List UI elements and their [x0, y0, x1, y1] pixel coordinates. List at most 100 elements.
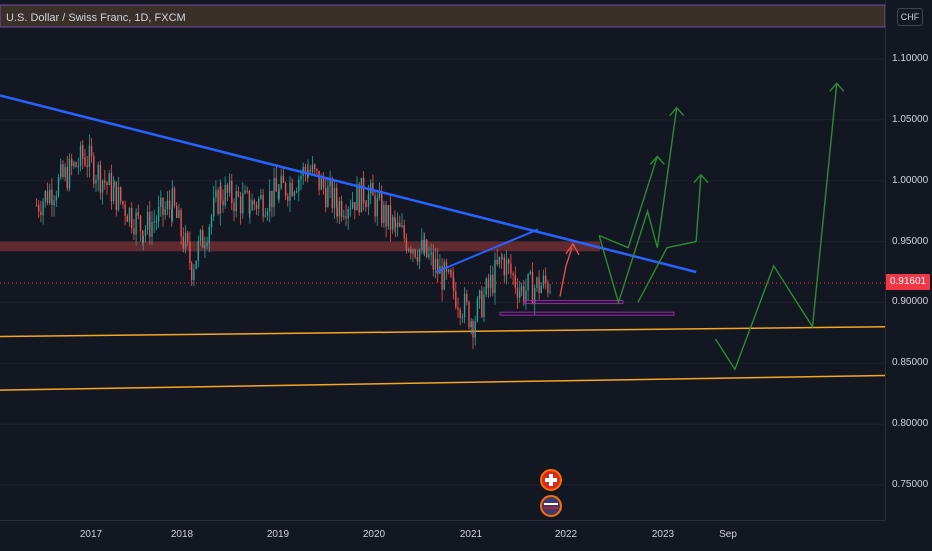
candle-body [394, 217, 396, 222]
candle-body [452, 277, 455, 292]
red-arrow [559, 247, 573, 297]
candle-body [71, 158, 73, 167]
last-price-label: 0.91601 [886, 274, 930, 290]
candle-body [40, 211, 42, 216]
candle-body [97, 164, 99, 180]
time-axis[interactable]: 2017 2018 2019 2020 2021 2022 2023 Sep [0, 520, 885, 551]
candle-body [255, 204, 258, 209]
candle-body [155, 221, 158, 223]
candle-body [331, 180, 333, 209]
price-axis[interactable]: 1.10000 1.05000 1.00000 0.95000 0.90000 0.850… [885, 0, 932, 520]
candle-body [421, 239, 423, 250]
currency-button[interactable]: CHF [897, 8, 923, 26]
projection-path [637, 174, 702, 303]
candle-body [55, 195, 57, 201]
candle-body [426, 239, 428, 258]
candle-body [284, 183, 287, 197]
time-tick-label: 2018 [170, 529, 194, 540]
candle-body [275, 178, 277, 192]
candle-body [389, 205, 392, 230]
candle-body [487, 278, 490, 289]
candle-body [327, 186, 329, 208]
candle-body [38, 205, 40, 212]
projection-arrowhead [829, 82, 845, 92]
candle-body [468, 301, 470, 328]
candle-body [510, 263, 512, 274]
candle-body [304, 166, 307, 172]
candle-body [120, 187, 122, 202]
red-arrow-head [565, 242, 580, 256]
candle-body [478, 290, 481, 299]
candle-body [356, 184, 358, 211]
candle-body [271, 190, 273, 208]
candle-body [228, 180, 231, 193]
candle-body [35, 205, 38, 207]
range-box-1 [524, 300, 624, 305]
candle-body [463, 293, 466, 318]
candle-body [534, 287, 536, 305]
candle-body [51, 189, 53, 205]
candle-body [215, 189, 217, 198]
candle-body [531, 271, 534, 305]
candle-body [457, 307, 459, 310]
candle-body [106, 182, 108, 186]
candle-body [441, 266, 443, 290]
candle-body [492, 274, 494, 293]
candle-body [44, 190, 46, 202]
candle-body [298, 179, 300, 192]
candle-body [144, 229, 147, 237]
candle-body [88, 145, 91, 167]
candle-body [164, 209, 166, 215]
candle-body [137, 212, 139, 216]
candle-body [293, 192, 296, 196]
candle-body [199, 230, 202, 242]
candle-body [381, 193, 383, 224]
candle-body [273, 178, 275, 208]
chart-pane[interactable]: U.S. Dollar / Swiss Franc, 1D, FXCM [0, 0, 885, 520]
time-tick-label: 2022 [554, 529, 578, 540]
candle-body [220, 186, 222, 201]
symbol-title: U.S. Dollar / Swiss Franc, 1D, FXCM [6, 12, 186, 24]
candle-body [86, 165, 88, 167]
candle-body [365, 206, 367, 208]
candle-body [251, 200, 253, 211]
candle-body [248, 190, 251, 214]
us-flag-icon[interactable] [540, 495, 562, 517]
candle-body [128, 207, 131, 222]
candle-body [489, 274, 492, 289]
candle-body [338, 201, 341, 217]
price-tick-label: 0.90000 [892, 296, 929, 308]
candle-body [60, 164, 62, 178]
candle-body [333, 187, 336, 209]
candle-body [168, 200, 171, 210]
candle-body [291, 182, 293, 196]
candle-body [139, 215, 142, 231]
header-band [0, 4, 885, 28]
candle-body [79, 145, 82, 167]
candle-body [117, 187, 120, 210]
candle-body [110, 173, 113, 202]
candle-body [340, 201, 343, 218]
candle-body [547, 282, 549, 293]
candle-body [519, 290, 521, 298]
candle-body [57, 177, 60, 196]
candle-body [461, 317, 464, 319]
candle-body [414, 249, 416, 257]
candle-body [407, 249, 410, 251]
candle-body [266, 211, 269, 216]
candle-body [197, 241, 199, 261]
swiss-flag-icon[interactable] [540, 469, 562, 491]
candle-body [416, 256, 419, 262]
candle-body [217, 189, 219, 214]
candle-body [549, 291, 551, 293]
candle-body [237, 191, 240, 197]
candle-body [184, 232, 187, 249]
candle-body [42, 201, 44, 216]
price-chart[interactable] [0, 0, 885, 520]
candle-body [149, 211, 151, 237]
candle-body [126, 215, 128, 222]
candle-body [95, 179, 97, 184]
candle-body [157, 206, 160, 222]
candle-body [113, 181, 115, 187]
candle-body [325, 187, 327, 208]
